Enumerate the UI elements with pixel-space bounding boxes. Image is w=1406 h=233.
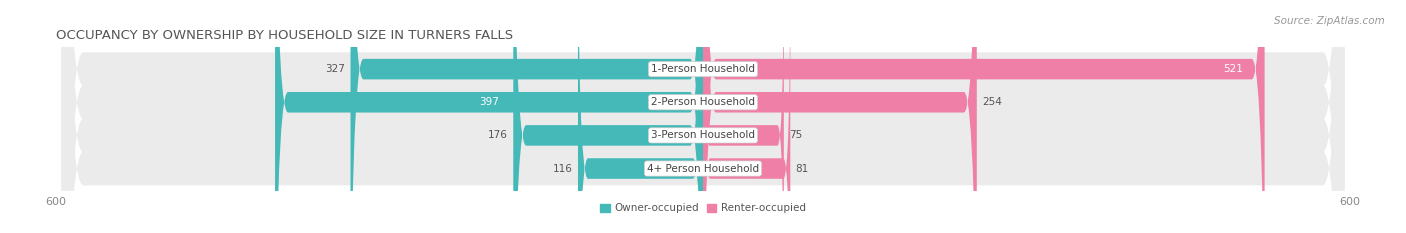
FancyBboxPatch shape: [703, 0, 785, 233]
FancyBboxPatch shape: [62, 0, 1344, 233]
FancyBboxPatch shape: [62, 0, 1344, 233]
Text: 116: 116: [553, 164, 572, 174]
FancyBboxPatch shape: [350, 0, 703, 233]
Text: OCCUPANCY BY OWNERSHIP BY HOUSEHOLD SIZE IN TURNERS FALLS: OCCUPANCY BY OWNERSHIP BY HOUSEHOLD SIZE…: [56, 29, 513, 42]
FancyBboxPatch shape: [578, 0, 703, 233]
Text: 176: 176: [488, 130, 508, 140]
Text: 1-Person Household: 1-Person Household: [651, 64, 755, 74]
Text: 397: 397: [479, 97, 499, 107]
Text: 81: 81: [796, 164, 808, 174]
FancyBboxPatch shape: [513, 0, 703, 233]
FancyBboxPatch shape: [276, 0, 703, 233]
Text: 2-Person Household: 2-Person Household: [651, 97, 755, 107]
Text: 4+ Person Household: 4+ Person Household: [647, 164, 759, 174]
Text: 3-Person Household: 3-Person Household: [651, 130, 755, 140]
Text: 521: 521: [1223, 64, 1243, 74]
Legend: Owner-occupied, Renter-occupied: Owner-occupied, Renter-occupied: [596, 199, 810, 218]
FancyBboxPatch shape: [62, 0, 1344, 233]
Text: Source: ZipAtlas.com: Source: ZipAtlas.com: [1274, 16, 1385, 26]
Text: 254: 254: [983, 97, 1002, 107]
FancyBboxPatch shape: [703, 0, 790, 233]
FancyBboxPatch shape: [62, 0, 1344, 233]
FancyBboxPatch shape: [703, 0, 1264, 233]
Text: 75: 75: [789, 130, 803, 140]
Text: 327: 327: [325, 64, 344, 74]
FancyBboxPatch shape: [703, 0, 977, 233]
